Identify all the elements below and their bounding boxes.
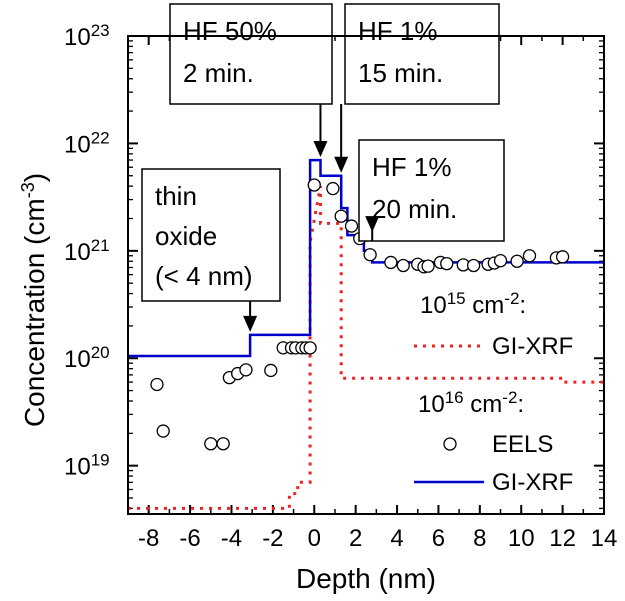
eels-point <box>156 424 170 438</box>
y-tick-label: 1022 <box>64 128 110 159</box>
x-tick-label: 10 <box>508 525 535 552</box>
eels-point <box>384 255 398 270</box>
annotation-arrowhead <box>334 156 349 173</box>
legend-entry-gixrf-16: GI-XRF <box>492 469 573 496</box>
y-tick-label: 1020 <box>64 343 110 374</box>
legend-swatch-eels <box>443 437 457 451</box>
eels-point <box>396 258 410 273</box>
annotation-hf1-15: HF 1% 15 min. <box>334 3 500 173</box>
tick-labels: -8 -6 -4 -2 0 2 4 6 8 10 12 14 1019 1020 1021 1022 1023 <box>64 21 617 553</box>
x-axis-title: Depth (nm) <box>296 563 436 594</box>
eels-point <box>204 437 218 451</box>
legend-group-1e16: 1016 cm-2: <box>418 388 524 419</box>
annotation-text: (< 4 nm) <box>155 261 253 291</box>
eels-point <box>493 254 508 268</box>
x-tick-label: 2 <box>349 525 362 552</box>
annotation-text: HF 1% <box>358 16 437 46</box>
x-tick-label: 14 <box>591 525 618 552</box>
eels-point <box>326 181 340 196</box>
y-tick-label: 1021 <box>64 235 110 266</box>
y-tick-label: 1023 <box>64 21 110 52</box>
y-axis-title-sup: -3 <box>18 182 38 198</box>
y-tick-label: 1019 <box>64 450 110 481</box>
annotation-box <box>358 139 505 242</box>
annotation-text: HF 50% <box>183 16 277 46</box>
legend-entry-gixrf-15: GI-XRF <box>492 333 573 360</box>
annotation-text: 20 min. <box>372 194 457 224</box>
eels-point <box>307 178 321 192</box>
annotation-text: HF 1% <box>372 152 451 182</box>
eels-point <box>522 249 537 263</box>
eels-point <box>510 254 524 268</box>
x-tick-label: 0 <box>308 525 321 552</box>
eels-point <box>216 437 230 451</box>
legend-entry-eels: EELS <box>492 431 553 458</box>
x-tick-label: 4 <box>390 525 403 552</box>
x-tick-label: 6 <box>432 525 445 552</box>
annotation-box <box>169 3 333 105</box>
x-tick-label: -8 <box>138 525 159 552</box>
eels-point <box>334 209 348 223</box>
annotation-box <box>344 3 500 105</box>
eels-point <box>466 258 481 273</box>
eels-series <box>150 178 570 451</box>
annotation-hf1-20: HF 1% 20 min. <box>358 139 505 242</box>
legend-group-1e15: 1015 cm-2: <box>420 289 526 320</box>
annotations: HF 50% 2 min. HF 1% 15 min. HF 1% 20 min. thin… <box>141 3 505 332</box>
annotation-arrowhead <box>365 216 380 233</box>
annotation-text: oxide <box>155 221 217 251</box>
eels-point <box>150 377 164 392</box>
annotation-text: thin <box>155 181 197 211</box>
x-tick-label: -4 <box>221 525 242 552</box>
annotation-hf50: HF 50% 2 min. <box>169 3 333 158</box>
gixrf-1e15-series <box>128 185 604 510</box>
annotation-arrowhead <box>313 141 328 158</box>
legend: 1015 cm-2: GI-XRF 1016 cm-2: EELS GI-XRF <box>414 289 573 496</box>
x-tick-label: 12 <box>549 525 576 552</box>
x-tick-label: -6 <box>179 525 200 552</box>
annotation-text: 2 min. <box>183 58 254 88</box>
eels-point <box>555 250 570 264</box>
eels-point <box>440 256 454 271</box>
annotation-arrowhead <box>243 315 258 332</box>
eels-point <box>303 341 317 355</box>
annotation-text: 15 min. <box>358 58 443 88</box>
x-tick-label: -2 <box>262 525 283 552</box>
eels-point <box>363 248 377 262</box>
annotation-box <box>141 168 281 302</box>
x-tick-label: 8 <box>473 525 486 552</box>
plot-frame <box>127 35 605 515</box>
gixrf-1e15-line <box>128 185 604 510</box>
y-axis-title: Concentration (cm-3) <box>18 173 50 427</box>
eels-point <box>344 219 359 233</box>
eels-point <box>421 259 435 273</box>
annotation-thin-oxide: thin oxide (< 4 nm) <box>141 168 281 332</box>
eels-point <box>264 363 278 378</box>
eels-point <box>239 363 253 377</box>
